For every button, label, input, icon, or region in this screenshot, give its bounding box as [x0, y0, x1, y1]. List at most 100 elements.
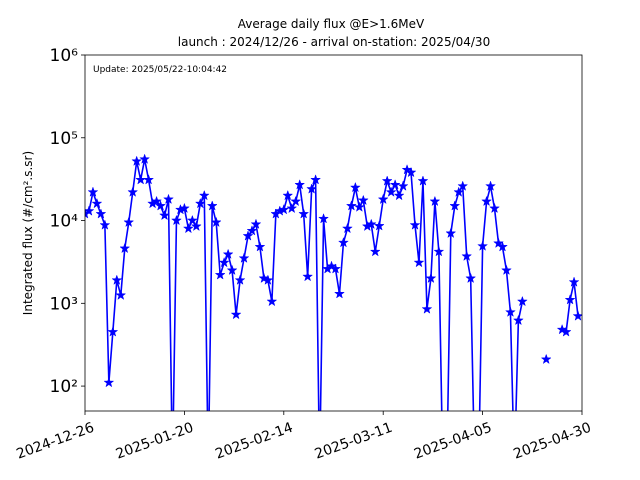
data-point — [393, 189, 405, 201]
data-point — [250, 218, 262, 229]
data-point — [95, 208, 107, 219]
y-axis-label: Integrated flux (#/cm².s.sr) — [21, 151, 35, 315]
data-point — [417, 175, 429, 186]
data-point — [470, 466, 480, 475]
data-point — [409, 219, 421, 230]
data-point — [568, 276, 580, 287]
data-point — [111, 274, 123, 285]
data-point — [119, 242, 131, 254]
data-point — [266, 295, 278, 307]
data-point — [572, 310, 582, 321]
data-point — [481, 195, 493, 207]
data-point — [318, 213, 330, 224]
data-point — [91, 197, 103, 209]
data-point — [168, 466, 178, 475]
data-point — [115, 289, 127, 300]
data-point — [345, 200, 357, 211]
data-point — [298, 208, 310, 219]
data-point — [85, 205, 95, 216]
data-point — [306, 183, 318, 194]
data-point — [465, 272, 477, 284]
data-point — [377, 193, 389, 205]
data-point — [182, 222, 194, 234]
data-point — [477, 240, 489, 251]
data-point — [246, 225, 258, 236]
data-point — [103, 376, 115, 388]
x-tick-label: 2025-01-20 — [114, 420, 196, 463]
data-point — [500, 264, 512, 276]
data-point — [445, 227, 457, 239]
data-point — [278, 203, 290, 215]
plot-frame — [84, 54, 583, 412]
y-tick-label: 10³ — [50, 294, 78, 314]
data-point — [421, 303, 433, 314]
data-point — [282, 189, 294, 201]
data-point — [510, 466, 520, 475]
data-point — [190, 220, 202, 232]
data-point — [163, 193, 174, 205]
data-point — [389, 179, 401, 190]
data-point — [381, 175, 393, 186]
data-point — [438, 466, 448, 475]
data-point — [218, 256, 230, 268]
data-point — [330, 263, 341, 274]
data-point — [429, 195, 441, 207]
data-point — [143, 174, 155, 185]
data-point — [204, 466, 214, 475]
data-point — [210, 216, 222, 228]
data-point — [230, 308, 242, 320]
data-point — [139, 153, 151, 164]
data-point — [226, 264, 238, 276]
data-point — [310, 174, 322, 185]
data-point — [413, 256, 425, 268]
data-point — [540, 353, 552, 365]
data-point — [315, 466, 325, 475]
plot-area — [85, 153, 582, 475]
data-point — [397, 180, 409, 191]
data-point — [294, 179, 306, 190]
x-tick-label: 2025-02-14 — [213, 420, 295, 463]
data-point — [461, 250, 473, 261]
data-point — [353, 201, 365, 212]
y-tick-label: 10⁵ — [50, 129, 78, 149]
data-point — [155, 200, 167, 211]
data-point — [159, 209, 171, 221]
data-point — [405, 166, 417, 178]
data-point — [238, 252, 250, 263]
data-point — [457, 180, 469, 191]
data-point — [512, 314, 524, 326]
data-line — [561, 282, 579, 334]
data-point — [365, 218, 377, 229]
data-point — [234, 274, 246, 285]
data-point — [485, 180, 497, 191]
data-point — [87, 186, 99, 197]
data-point — [489, 202, 501, 214]
data-point — [496, 241, 508, 252]
data-point — [107, 326, 119, 337]
data-point — [302, 270, 314, 282]
data-point — [123, 216, 135, 228]
data-point — [170, 214, 182, 226]
data-point — [206, 200, 218, 211]
data-point — [178, 202, 190, 214]
data-point — [349, 181, 361, 193]
data-point — [198, 189, 210, 201]
data-point — [564, 294, 576, 305]
data-point — [442, 466, 452, 475]
data-point — [357, 194, 369, 206]
data-point — [385, 186, 397, 197]
data-point — [151, 195, 163, 207]
data-point — [194, 197, 206, 209]
data-point — [453, 186, 465, 197]
data-point — [369, 245, 381, 257]
y-tick-label: 10⁶ — [50, 46, 79, 66]
y-tick-label: 10⁴ — [50, 212, 79, 232]
x-tick-label: 2025-04-30 — [511, 420, 593, 463]
data-point — [560, 326, 572, 337]
data-point — [504, 306, 516, 317]
data-point — [222, 248, 234, 260]
data-point — [99, 219, 111, 230]
data-point — [286, 202, 298, 214]
data-point — [262, 274, 274, 285]
